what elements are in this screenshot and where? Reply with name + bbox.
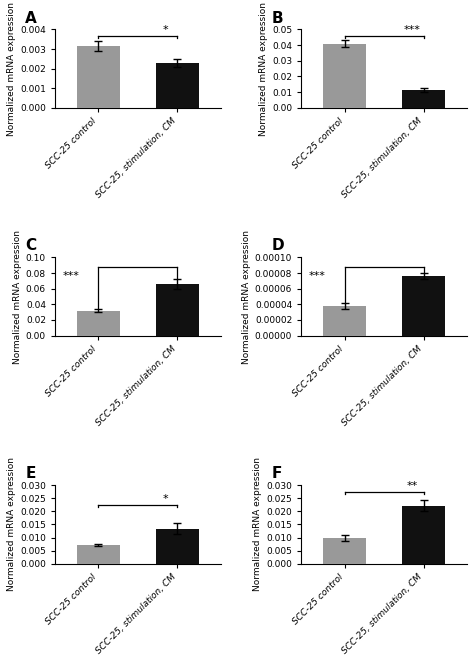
Bar: [155, 284, 199, 335]
Text: A: A: [25, 11, 37, 26]
Y-axis label: Normalized mRNA expression: Normalized mRNA expression: [13, 229, 22, 363]
Bar: [77, 310, 120, 335]
Text: *: *: [163, 25, 168, 35]
Text: ***: ***: [309, 271, 326, 280]
Bar: [323, 306, 366, 335]
Bar: [402, 90, 446, 107]
Text: E: E: [25, 467, 36, 481]
Y-axis label: Normalized mRNA expression: Normalized mRNA expression: [242, 229, 251, 363]
Y-axis label: Normalized mRNA expression: Normalized mRNA expression: [7, 457, 16, 591]
Text: *: *: [163, 495, 168, 505]
Text: ***: ***: [63, 271, 79, 280]
Bar: [323, 538, 366, 564]
Text: B: B: [272, 11, 283, 26]
Text: D: D: [272, 239, 284, 253]
Bar: [155, 63, 199, 107]
Bar: [323, 44, 366, 107]
Y-axis label: Normalized mRNA expression: Normalized mRNA expression: [253, 457, 262, 591]
Bar: [402, 506, 446, 564]
Bar: [155, 528, 199, 564]
Text: F: F: [272, 467, 282, 481]
Text: ***: ***: [403, 25, 420, 35]
Y-axis label: Normalized mRNA expression: Normalized mRNA expression: [7, 1, 16, 135]
Text: **: **: [406, 481, 418, 491]
Bar: [77, 46, 120, 107]
Bar: [77, 545, 120, 564]
Y-axis label: Normalized mRNA expression: Normalized mRNA expression: [259, 1, 268, 135]
Text: C: C: [25, 239, 36, 253]
Bar: [402, 276, 446, 335]
